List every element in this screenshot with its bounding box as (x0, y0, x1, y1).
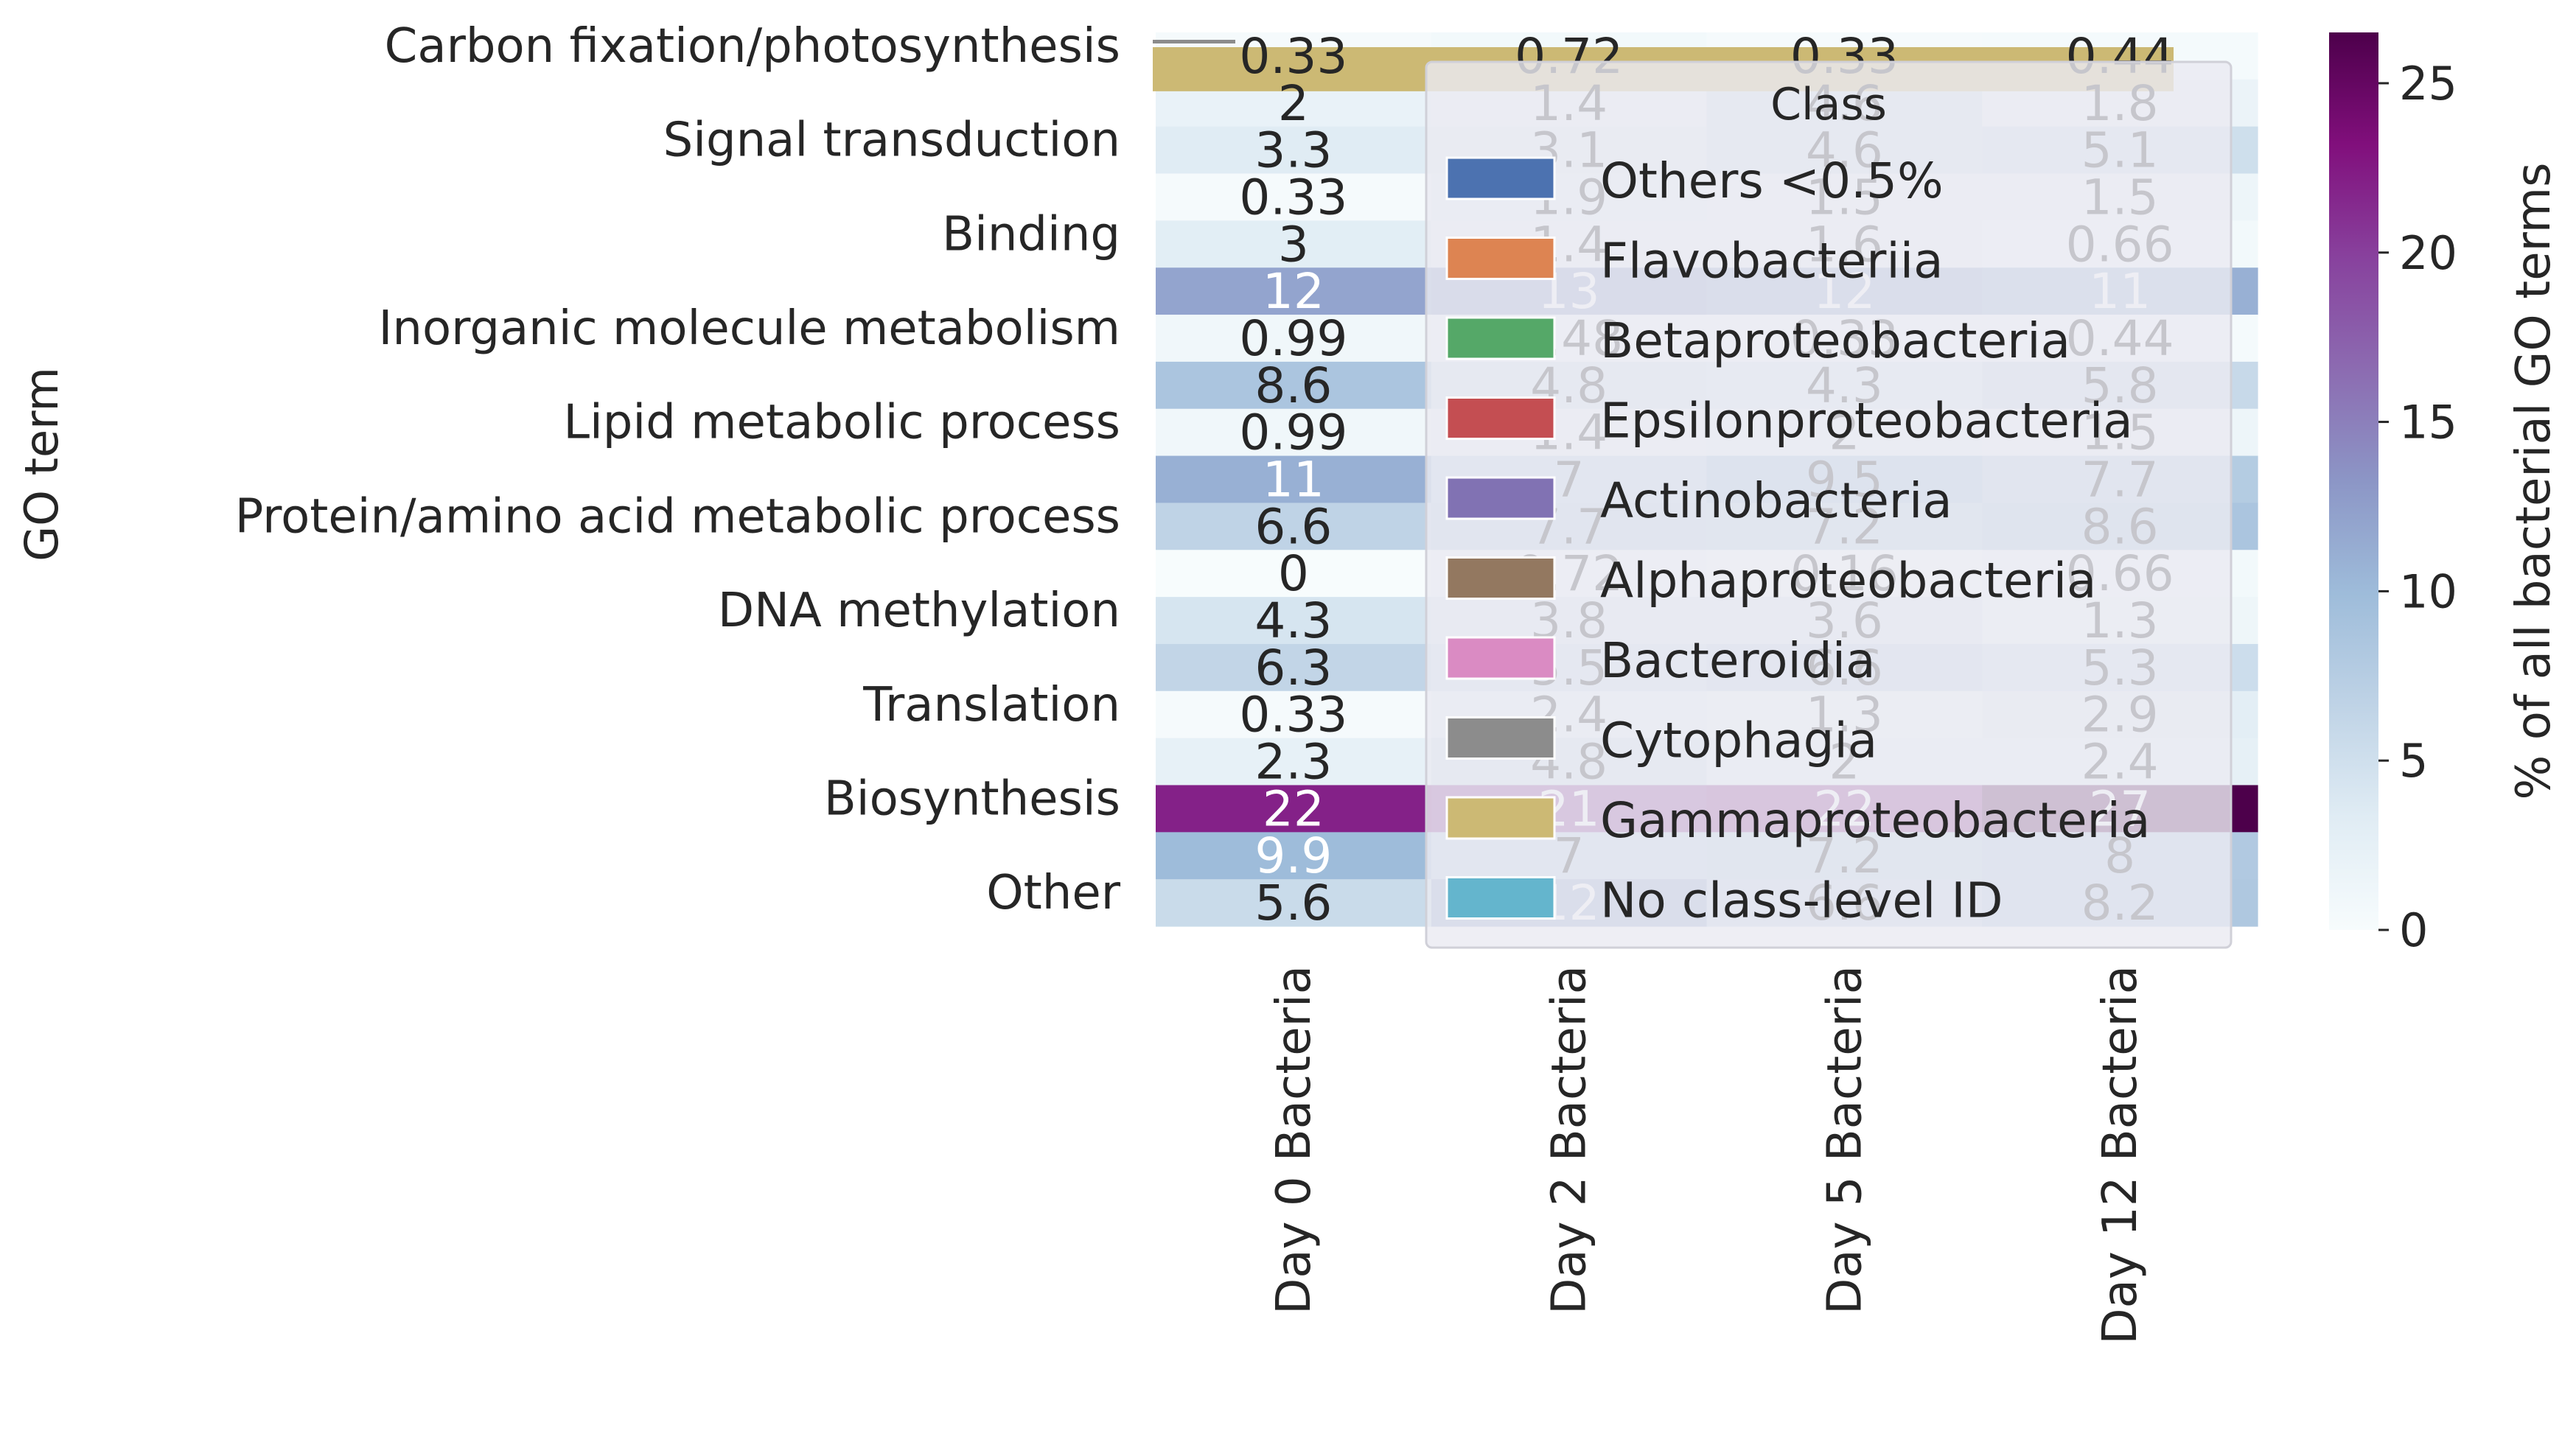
heatmap-cell (1156, 832, 1432, 880)
legend-title: Class (1770, 79, 1887, 130)
x-tick-label: Day 2 Bacteria (1543, 965, 1597, 1315)
cell-value-label: 6.6 (1254, 498, 1332, 555)
legend-swatch (1445, 556, 1556, 600)
legend-swatch (1445, 316, 1556, 360)
cell-value-label: 8.6 (1254, 357, 1332, 414)
cell-value-label: 0.99 (1239, 405, 1347, 461)
legend-entry-label: Epsilonproteobacteria (1600, 393, 2133, 449)
y-tick-label: Other (986, 866, 1120, 920)
legend-swatch (1445, 876, 1556, 920)
heatmap-cell (1156, 690, 1432, 739)
cell-value-label: 5.6 (1254, 875, 1332, 931)
colorbar-gradient (2329, 32, 2378, 930)
cell-value-label: 0.99 (1239, 310, 1347, 367)
y-axis-label: GO term (15, 367, 69, 561)
y-tick-label: Protein/amino acid metabolic process (235, 489, 1120, 544)
colorbar-tick-label: 5 (2399, 734, 2428, 788)
colorbar-label: % of all bacterial GO terms (2507, 163, 2561, 800)
cell-value-label: 6.3 (1254, 640, 1332, 696)
heatmap-cell (1156, 267, 1432, 315)
x-tick-label: Day 5 Bacteria (1818, 965, 1872, 1315)
heatmap-cell (1156, 643, 1432, 692)
legend-entry-label: Others <0.5% (1600, 153, 1944, 209)
heatmap-cell (1156, 126, 1432, 175)
legend-swatch (1445, 476, 1556, 520)
heatmap-cell (1156, 503, 1432, 550)
y-tick-label: Inorganic molecule metabolism (379, 301, 1120, 356)
colorbar-tick-label: 20 (2399, 226, 2457, 280)
heatmap-cell (1156, 455, 1432, 504)
y-tick-label: Translation (862, 678, 1120, 732)
legend-frame (1425, 60, 2233, 949)
cell-value-label: 0.33 (1239, 169, 1347, 225)
overlay-bar-thin (1153, 40, 1235, 43)
cell-value-label: 3 (1278, 216, 1309, 273)
legend-swatch (1445, 237, 1556, 280)
y-tick-label: Binding (942, 207, 1120, 262)
legend-entry-label: No class-level ID (1600, 872, 2003, 929)
cell-value-label: 22 (1263, 780, 1324, 837)
heatmap-cell (1156, 173, 1432, 221)
heatmap-cell (1156, 879, 1432, 927)
y-tick-label: Biosynthesis (824, 772, 1120, 826)
legend-entry-label: Betaproteobacteria (1600, 312, 2070, 369)
legend-entry-label: Flavobacteriia (1600, 233, 1944, 290)
legend-swatch (1445, 796, 1556, 840)
colorbar-tick-label: 0 (2399, 903, 2428, 957)
colorbar-tick-label: 15 (2399, 396, 2457, 449)
cell-value-label: 12 (1263, 263, 1324, 320)
colorbar-tick-label: 10 (2399, 564, 2457, 618)
y-tick-label: DNA methylation (718, 584, 1120, 638)
x-tick-label: Day 0 Bacteria (1267, 965, 1322, 1315)
heatmap-cell (1156, 550, 1432, 598)
legend-swatch (1445, 636, 1556, 680)
legend-entry-label: Bacteroidia (1600, 632, 1876, 689)
cell-value-label: 2 (1278, 75, 1309, 132)
x-tick-label: Day 12 Bacteria (2093, 965, 2148, 1345)
legend-entry-label: Actinobacteria (1600, 472, 1952, 529)
legend-entry-label: Alphaproteobacteria (1600, 553, 2097, 609)
y-tick-label: Carbon fixation/photosynthesis (385, 19, 1120, 74)
heatmap-cell (1156, 597, 1432, 645)
cell-value-label: 0.33 (1239, 28, 1347, 85)
legend-entry-label: Gammaproteobacteria (1600, 792, 2150, 849)
heatmap-cell (1156, 738, 1432, 786)
heatmap-cell (1156, 785, 1432, 833)
cell-value-label: 9.9 (1254, 828, 1332, 884)
legend-entry-label: Cytophagia (1600, 713, 1877, 769)
cell-value-label: 11 (1263, 452, 1324, 508)
legend-swatch (1445, 396, 1556, 440)
legend-swatch (1445, 156, 1556, 200)
y-tick-label: Lipid metabolic process (563, 396, 1120, 450)
y-tick-labels: Carbon fixation/photosynthesis Signal tra… (235, 19, 1121, 920)
legend-swatch (1445, 716, 1556, 760)
heatmap-cell (1156, 361, 1432, 410)
cell-value-label: 0 (1278, 545, 1309, 602)
colorbar-tick-label: 25 (2399, 57, 2457, 111)
cell-value-label: 2.3 (1254, 734, 1332, 791)
heatmap-cell (1156, 220, 1432, 268)
heatmap-cell (1156, 408, 1432, 457)
cell-value-label: 0.33 (1239, 687, 1347, 744)
x-tick-labels: Day 0 Bacteria Day 2 Bacteria Day 5 Bacter… (1267, 965, 2148, 1345)
colorbar: 0 5 10 15 20 25 % of all bacterial GO terms (2329, 32, 2561, 957)
y-tick-label: Signal transduction (663, 113, 1120, 168)
cell-value-label: 4.3 (1254, 592, 1332, 649)
cell-value-label: 3.3 (1254, 122, 1332, 179)
heatmap-cell (1156, 315, 1432, 363)
class-legend: Class Others <0.5% Flavobacteriia Betaprote… (1425, 60, 2233, 949)
